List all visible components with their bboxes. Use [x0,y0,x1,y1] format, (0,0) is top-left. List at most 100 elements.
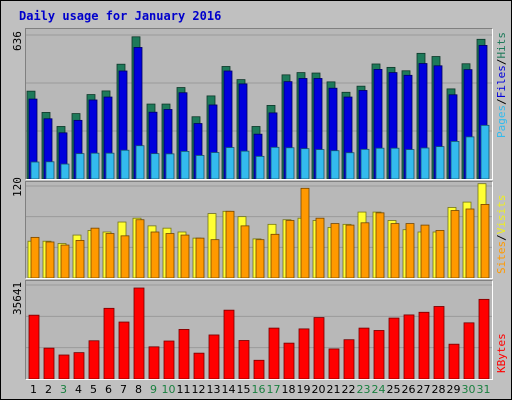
chart-title: Daily usage for January 2016 [19,9,222,23]
sites-bar [165,233,175,278]
legend-pages: Pages [495,104,508,138]
day-label: 3 [60,383,67,396]
day-label: 19 [296,383,311,396]
files-bar [208,104,218,179]
kbytes-bar [88,340,100,379]
files-bar [163,109,173,179]
files-bar [343,96,353,179]
pages-bar [30,161,40,179]
kbytes-bar [373,330,385,379]
mid-legend: Sites/Visits [495,195,508,275]
kbytes-plot [26,284,492,379]
bot-legend: KBytes [495,333,508,373]
sites-bar [450,210,460,278]
legend-files: Files [495,65,508,99]
day-label: 30 [461,383,476,396]
sites-bar [375,212,385,278]
kbytes-bar [208,334,220,379]
day-label: 23 [356,383,371,396]
files-bar [178,92,188,179]
day-label: 24 [371,383,386,396]
top-legend: Pages/Files/Hits [495,32,508,138]
kbytes-bar [268,327,280,379]
legend-visits: Visits [495,194,508,235]
sites-bar [195,237,205,278]
kbytes-bar [328,348,340,379]
pages-bar [120,149,130,179]
sites-bar [465,208,475,278]
kbytes-bar [283,342,295,379]
day-label: 25 [386,383,401,396]
sites-bar [240,225,250,278]
files-bar [268,112,278,179]
visits-sites-plot [26,183,492,278]
day-label: 12 [191,383,206,396]
kbytes-panel [25,280,493,380]
sites-bar [210,239,220,278]
sites-bar [480,203,490,278]
files-bar [313,78,323,179]
day-label: 18 [281,383,296,396]
pages-bar [210,152,220,179]
kbytes-bar [313,317,325,379]
sites-bar [285,220,295,278]
day-label: 8 [135,383,142,396]
day-label: 17 [266,383,281,396]
pages-bar [300,148,310,179]
kbytes-bar [388,317,400,379]
pages-bar [375,147,385,179]
sites-bar [30,236,40,278]
kbytes-bar [223,309,235,379]
files-bar [298,78,308,179]
pages-bar [465,136,475,179]
pages-bar [435,146,445,179]
day-label: 9 [150,383,157,396]
hits-files-pages-plot [26,34,492,179]
day-label: 13 [206,383,221,396]
kbytes-bar [133,287,145,379]
kbytes-bar [478,298,490,379]
pages-bar [75,153,85,179]
sites-bar [225,210,235,278]
sites-bar [255,239,265,278]
files-bar [148,111,158,179]
sites-bar [75,240,85,278]
mid-max-label: 120 [11,177,24,197]
pages-bar [90,152,100,179]
sites-bar [150,231,160,278]
day-label: 31 [476,383,491,396]
day-label: 7 [120,383,127,396]
sites-bar [420,224,430,278]
bot-max-label: 35641 [11,281,24,315]
sites-bar [345,224,355,278]
kbytes-bar [28,314,40,379]
files-bar [88,99,98,179]
legend-sites: Sites [495,240,508,274]
day-label: 14 [221,383,236,396]
day-label: 10 [161,383,176,396]
kbytes-bar [238,340,250,379]
sites-bar [60,244,70,278]
kbytes-bar [103,307,115,379]
day-label: 2 [45,383,52,396]
pages-bar [405,149,415,179]
kbytes-bar [463,322,475,379]
sites-bar [435,230,445,278]
pages-bar [315,149,325,179]
sites-bar [270,233,280,278]
pages-bar [240,150,250,179]
sites-bar [90,227,100,278]
sites-bar [360,222,370,278]
day-label: 29 [446,383,461,396]
kbytes-bar [118,321,130,379]
kbytes-bar [253,359,265,379]
sites-bar [135,219,145,278]
day-label: 28 [431,383,446,396]
pages-bar [45,161,55,179]
sites-bar [300,187,310,278]
pages-bar [360,148,370,179]
sites-bar [405,223,415,278]
kbytes-bar [343,339,355,379]
day-label: 11 [176,383,191,396]
